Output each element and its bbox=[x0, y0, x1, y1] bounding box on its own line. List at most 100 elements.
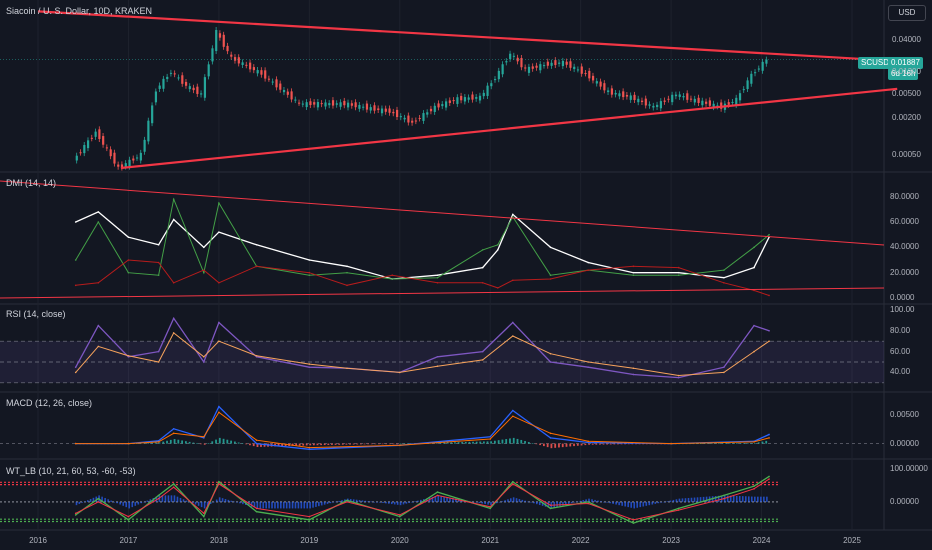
x-tick-label: 2016 bbox=[29, 536, 47, 545]
wt-diff-bar bbox=[699, 497, 702, 502]
macd-signal-line-point bbox=[172, 432, 175, 435]
candle bbox=[505, 61, 508, 63]
candle bbox=[542, 65, 546, 67]
candle bbox=[358, 104, 361, 109]
candle bbox=[169, 72, 173, 74]
wt-diff-bar bbox=[408, 501, 411, 503]
currency-button[interactable]: USD bbox=[888, 5, 926, 21]
candle bbox=[720, 102, 723, 109]
candle bbox=[331, 100, 335, 106]
candle bbox=[512, 55, 516, 57]
wt-diff-bar bbox=[565, 501, 567, 505]
macd-histogram-bar bbox=[338, 443, 341, 445]
candle bbox=[117, 164, 120, 167]
wt-diff-bar bbox=[705, 496, 708, 502]
macd-signal-line-point bbox=[768, 437, 770, 439]
dmi-minus-di-line-point bbox=[218, 282, 220, 284]
wt-diff-bar bbox=[218, 497, 221, 502]
candle bbox=[316, 102, 320, 108]
macd-histogram-bar bbox=[497, 440, 500, 444]
candle bbox=[554, 60, 557, 66]
wt-diff-bar bbox=[530, 501, 532, 503]
wt1-line-point bbox=[549, 507, 552, 510]
wt-diff-bar bbox=[417, 500, 419, 502]
dmi-adx-line-point bbox=[677, 271, 680, 274]
candle bbox=[591, 75, 595, 81]
rsi-ma-line-point bbox=[768, 340, 770, 343]
candle bbox=[102, 136, 105, 145]
wt1-line-point bbox=[753, 485, 755, 488]
dmi-minus-di-line-point bbox=[157, 261, 160, 264]
wt-diff-bar bbox=[446, 497, 448, 502]
macd-signal-line-point bbox=[512, 415, 514, 418]
wt-diff-bar bbox=[256, 501, 259, 509]
wt-diff-bar bbox=[161, 495, 164, 502]
dmi-tick-label: 0.0000 bbox=[890, 293, 915, 302]
wt-diff-bar bbox=[247, 501, 250, 506]
wt2-line-point bbox=[723, 497, 725, 500]
wt-diff-bar bbox=[452, 498, 454, 502]
candle bbox=[241, 62, 244, 65]
macd-histogram-bar bbox=[569, 443, 572, 447]
macd-histogram-bar bbox=[381, 443, 384, 445]
macd-histogram-bar bbox=[558, 443, 560, 448]
macd-histogram-bar bbox=[479, 441, 482, 444]
wt-diff-bar bbox=[763, 496, 765, 502]
macd-histogram-bar bbox=[305, 443, 308, 446]
wt-diff-bar bbox=[585, 499, 587, 502]
candle bbox=[200, 93, 203, 95]
wt-diff-bar bbox=[388, 501, 390, 504]
wt-diff-bar bbox=[253, 501, 256, 508]
rsi-line-point bbox=[97, 324, 100, 327]
candle bbox=[520, 57, 523, 68]
wt-diff-bar bbox=[621, 501, 623, 506]
candle bbox=[463, 97, 467, 102]
wt-diff-bar bbox=[437, 495, 440, 502]
rsi-ma-line-point bbox=[723, 371, 725, 374]
dmi-tick-label: 60.0000 bbox=[890, 217, 919, 226]
candle bbox=[83, 145, 86, 154]
macd-histogram-bar bbox=[539, 443, 542, 446]
wt-diff-bar bbox=[134, 501, 137, 506]
wt-diff-bar bbox=[754, 496, 756, 502]
dmi-minus-di-line-point bbox=[753, 289, 755, 292]
macd-histogram-bar bbox=[689, 443, 691, 445]
wt-diff-bar bbox=[203, 501, 206, 509]
wt-diff-bar bbox=[323, 501, 326, 505]
dmi-plus-di-line-point bbox=[632, 274, 635, 277]
candle bbox=[407, 115, 410, 123]
macd-histogram-bar bbox=[707, 443, 709, 444]
macd-histogram-bar bbox=[461, 442, 464, 444]
wt-title: WT_LB (10, 21, 60, 53, -60, -53) bbox=[6, 466, 136, 476]
wt1-line-point bbox=[587, 501, 590, 503]
macd-histogram-bar bbox=[599, 443, 601, 445]
candle bbox=[188, 86, 191, 90]
candle bbox=[452, 100, 455, 102]
candle bbox=[151, 105, 154, 124]
wt-diff-bar bbox=[280, 501, 282, 509]
wt-diff-bar bbox=[547, 501, 550, 508]
candle bbox=[750, 73, 753, 84]
dmi-adx-line-point bbox=[346, 265, 348, 268]
candle bbox=[686, 93, 689, 100]
wt-diff-bar bbox=[188, 501, 191, 503]
wt2-line-point bbox=[489, 505, 492, 508]
wt-diff-bar bbox=[684, 498, 687, 502]
macd-signal-line-point bbox=[489, 438, 492, 440]
wt-diff-bar bbox=[434, 496, 437, 502]
wt-diff-bar bbox=[137, 501, 140, 505]
candle bbox=[637, 98, 640, 103]
dmi-adx-line-point bbox=[587, 261, 590, 264]
wt-diff-bar bbox=[355, 499, 358, 502]
wt-diff-bar bbox=[185, 500, 188, 502]
dmi-adx-line-point bbox=[203, 246, 205, 249]
macd-histogram-bar bbox=[312, 443, 315, 446]
candle bbox=[422, 113, 425, 121]
dmi-minus-di-line-point bbox=[97, 282, 100, 284]
macd-histogram-bar bbox=[374, 443, 377, 445]
dmi-adx-line-point bbox=[723, 276, 725, 279]
dmi-plus-di-line-point bbox=[481, 249, 484, 251]
macd-histogram-bar bbox=[613, 443, 616, 445]
macd-histogram-bar bbox=[595, 443, 598, 445]
candle bbox=[656, 104, 659, 108]
